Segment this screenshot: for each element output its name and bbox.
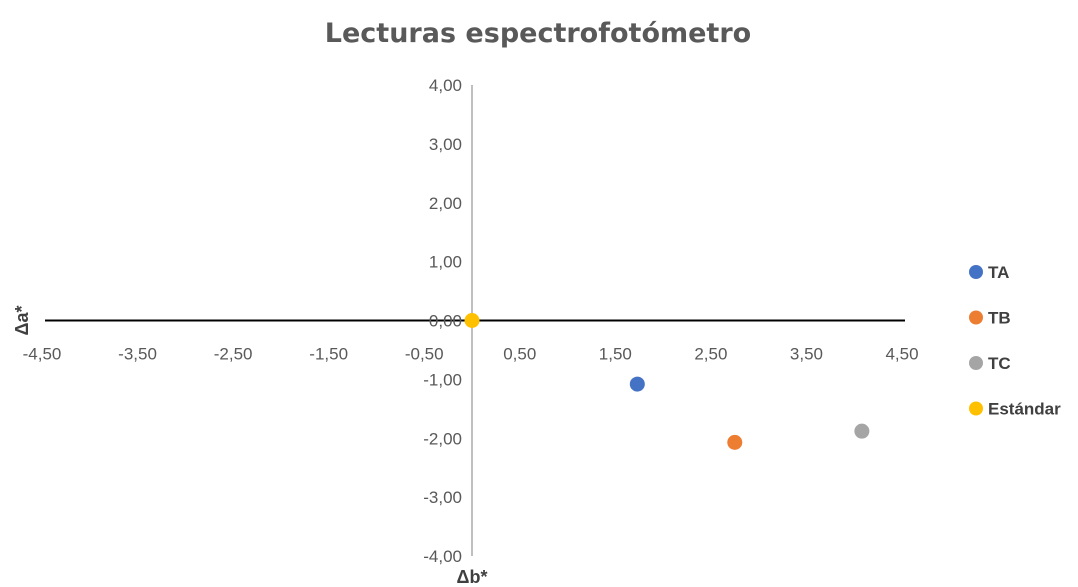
- legend-label: Estándar: [988, 400, 1061, 419]
- legend-label: TA: [988, 263, 1009, 282]
- y-tick-label: 2,00: [429, 194, 462, 213]
- data-point: [464, 313, 480, 328]
- x-tick-label: 4,50: [885, 345, 918, 364]
- x-tick-label: 0,50: [503, 345, 536, 364]
- legend: TA TB TC Estándar: [969, 263, 1061, 419]
- y-axis-title: Δa*: [12, 306, 32, 336]
- chart-title: Lecturas espectrofotómetro: [325, 18, 751, 49]
- x-tick-label: 2,50: [694, 345, 727, 364]
- data-points: [464, 313, 870, 450]
- y-tick-label: 3,00: [429, 135, 462, 154]
- tick-labels: -4,50 -3,50 -2,50 -1,50 -0,50 0,50 1,50 2,50 3,5…: [23, 76, 919, 566]
- x-tick-label: -2,50: [214, 345, 253, 364]
- y-tick-label: -1,00: [423, 370, 462, 389]
- x-tick-label: -3,50: [118, 345, 157, 364]
- y-tick-label: -2,00: [423, 429, 462, 448]
- x-tick-label: 3,50: [790, 345, 823, 364]
- y-tick-label: 4,00: [429, 76, 462, 95]
- legend-marker: [969, 401, 983, 416]
- data-point: [854, 423, 870, 439]
- y-tick-label: 0,00: [429, 312, 462, 331]
- legend-marker: [969, 356, 983, 370]
- x-axis-title: Δb*: [457, 567, 488, 587]
- data-point: [629, 376, 645, 392]
- x-tick-label: -0,50: [405, 345, 444, 364]
- x-tick-label: -1,50: [309, 345, 348, 364]
- y-tick-label: 1,00: [429, 253, 462, 272]
- x-tick-label: 1,50: [599, 345, 632, 364]
- y-tick-label: -4,00: [423, 547, 462, 566]
- y-tick-label: -3,00: [423, 488, 462, 507]
- data-point: [727, 434, 743, 450]
- x-tick-label: -4,50: [23, 345, 62, 364]
- legend-marker: [969, 265, 983, 279]
- legend-marker: [969, 310, 983, 325]
- legend-label: TB: [988, 309, 1011, 328]
- legend-label: TC: [988, 354, 1011, 373]
